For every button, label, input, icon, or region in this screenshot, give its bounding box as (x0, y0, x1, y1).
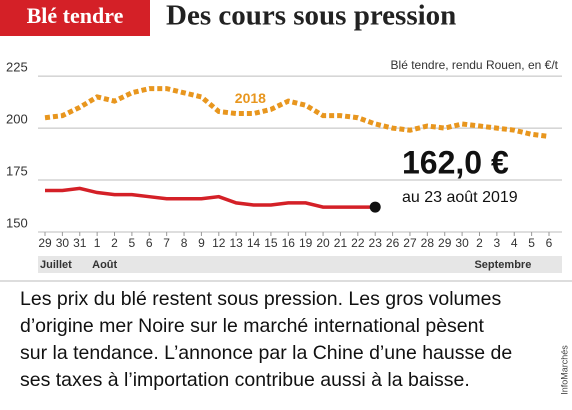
body-text: sur la tendance. L’annonce par la Chine … (20, 342, 512, 364)
x-tick-label: 4 (511, 236, 518, 250)
tag-box (0, 0, 150, 36)
y-tick-label: 175 (6, 163, 28, 178)
x-tick-label: 21 (334, 236, 348, 250)
source: InfoMarchés (559, 345, 569, 395)
x-tick-label: 16 (282, 236, 296, 250)
x-tick-label: 29 (38, 236, 52, 250)
y-tick-label: 150 (6, 215, 28, 230)
x-tick-label: 27 (403, 236, 417, 250)
x-tick-label: 29 (438, 236, 452, 250)
subtitle: Blé tendre, rendu Rouen, en €/t (391, 58, 559, 72)
series-label: 2018 (235, 90, 266, 106)
month-label: Août (92, 259, 117, 271)
x-tick-label: 9 (198, 236, 205, 250)
chart-title: Des cours sous pression (166, 0, 456, 32)
x-tick-label: 31 (73, 236, 87, 250)
x-tick-label: 1 (94, 236, 101, 250)
x-tick-label: 22 (351, 236, 365, 250)
tag: Blé tendre (27, 3, 124, 28)
x-tick-label: 14 (247, 236, 261, 250)
x-tick-label: 5 (528, 236, 535, 250)
x-tick-label: 2 (476, 236, 483, 250)
x-tick-label: 6 (546, 236, 553, 250)
annotation-date: au 23 août 2019 (402, 189, 518, 206)
end-dot (369, 201, 381, 213)
month-band (38, 256, 562, 273)
y-tick-label: 200 (6, 112, 28, 127)
x-tick-label: 7 (163, 236, 170, 250)
x-tick-label: 3 (494, 236, 501, 250)
x-tick-label: 15 (264, 236, 278, 250)
y-tick-label: 225 (6, 60, 28, 75)
x-tick-label: 23 (369, 236, 383, 250)
annotation-value: 162,0 € (402, 144, 509, 180)
x-tick-label: 12 (212, 236, 226, 250)
month-label: Juillet (40, 259, 72, 271)
series-line (45, 186, 376, 209)
body-text: ses taxes à l’importation contribue auss… (20, 369, 470, 391)
x-tick-label: 30 (56, 236, 70, 250)
x-tick-label: 20 (316, 236, 330, 250)
x-tick-label: 26 (386, 236, 400, 250)
x-tick-label: 6 (146, 236, 153, 250)
x-tick-label: 2 (111, 236, 118, 250)
x-tick-label: 5 (129, 236, 136, 250)
x-tick-label: 28 (421, 236, 435, 250)
x-tick-label: 13 (229, 236, 243, 250)
x-tick-label: 8 (181, 236, 188, 250)
body-text: Les prix du blé restent sous pression. L… (20, 288, 501, 310)
body-text: d’origine mer Noire sur le marché intern… (20, 315, 484, 337)
series-line (44, 86, 550, 139)
month-label: Septembre (474, 259, 531, 271)
x-tick-label: 30 (455, 236, 469, 250)
x-tick-label: 19 (299, 236, 313, 250)
